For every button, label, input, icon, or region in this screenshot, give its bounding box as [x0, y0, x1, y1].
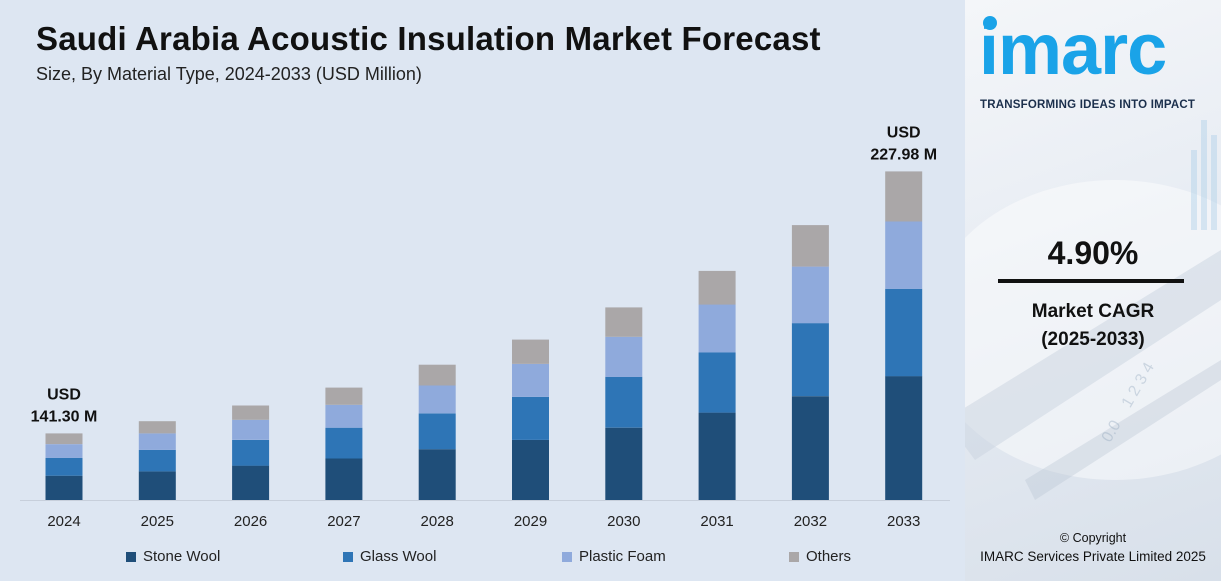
- bar-segment-others-2033: [885, 171, 923, 222]
- bar-segment-glass-wool-2024: [45, 457, 83, 476]
- bar-segment-others-2030: [605, 307, 643, 337]
- legend-swatch: [562, 551, 572, 562]
- x-tick-label: 2025: [141, 513, 174, 530]
- chart-title: Saudi Arabia Acoustic Insulation Market …: [36, 20, 821, 57]
- background-decoration: 0.0 1 2 3 4: [965, 120, 1221, 500]
- bar-segment-plastic-foam-2026: [232, 419, 270, 440]
- bar-segment-plastic-foam-2030: [605, 336, 643, 377]
- bar-segment-others-2028: [418, 364, 456, 386]
- cagr-divider: [998, 279, 1184, 283]
- legend-item-glass-wool: Glass Wool: [343, 548, 436, 565]
- cagr-label-line2: (2025-2033): [1041, 329, 1145, 350]
- total-annotation-currency: USD: [47, 386, 81, 403]
- x-tick-label: 2026: [234, 513, 267, 530]
- bar-segment-glass-wool-2027: [325, 427, 363, 459]
- bar-segment-others-2029: [512, 339, 549, 364]
- bar-segment-stone-wool-2025: [138, 471, 176, 500]
- copyright-text: © Copyright: [1059, 531, 1127, 545]
- bar-segment-stone-wool-2028: [418, 449, 456, 500]
- x-tick-label: 2024: [47, 513, 80, 530]
- legend-swatch: [343, 551, 353, 562]
- company-name: IMARC Services Private Limited 2025: [980, 549, 1206, 564]
- imarc-logo: imarc: [979, 10, 1167, 90]
- x-tick-label: 2030: [607, 513, 640, 530]
- legend-label: Plastic Foam: [579, 548, 666, 565]
- cagr-value: 4.90%: [1047, 235, 1139, 271]
- bar-segment-glass-wool-2032: [791, 323, 829, 397]
- bar-segment-stone-wool-2032: [791, 396, 829, 500]
- bar-segment-glass-wool-2030: [605, 376, 643, 428]
- bar-segment-plastic-foam-2033: [885, 221, 923, 289]
- bar-segment-glass-wool-2031: [698, 352, 736, 413]
- legend-label: Glass Wool: [360, 548, 437, 565]
- legend-label: Others: [806, 548, 852, 565]
- bar-segment-stone-wool-2031: [698, 412, 736, 500]
- bar-segment-plastic-foam-2028: [418, 385, 456, 414]
- x-tick-label: 2028: [421, 513, 454, 530]
- bar-segment-stone-wool-2030: [605, 427, 643, 500]
- bar-segment-plastic-foam-2031: [698, 304, 736, 353]
- bar-segment-others-2024: [45, 433, 83, 445]
- legend-item-plastic-foam: Plastic Foam: [562, 548, 666, 565]
- x-tick-label: 2031: [700, 513, 733, 530]
- bar-segment-others-2032: [791, 225, 829, 267]
- bar-segment-stone-wool-2027: [325, 458, 363, 500]
- brand-tagline: TRANSFORMING IDEAS INTO IMPACT: [980, 99, 1196, 111]
- chart-legend: Stone Wool Glass Wool Plastic Foam Others: [0, 548, 965, 568]
- legend-item-stone-wool: Stone Wool: [126, 548, 220, 565]
- logo-dot: [983, 16, 997, 30]
- legend-swatch: [789, 551, 799, 562]
- total-annotation-currency: USD: [887, 124, 921, 141]
- bar-segment-others-2031: [698, 270, 736, 305]
- bar-segment-others-2025: [138, 421, 176, 434]
- cagr-label-line1: Market CAGR: [1031, 301, 1155, 322]
- bar-segment-stone-wool-2033: [885, 376, 923, 500]
- bar-segment-stone-wool-2026: [232, 465, 270, 500]
- legend-item-others: Others: [789, 548, 851, 565]
- bar-segment-stone-wool-2029: [512, 439, 549, 500]
- bar-segment-others-2027: [325, 387, 363, 405]
- bar-segment-glass-wool-2033: [885, 288, 923, 377]
- chart-panel: Saudi Arabia Acoustic Insulation Market …: [0, 0, 965, 581]
- bar-segment-glass-wool-2028: [418, 413, 456, 450]
- bar-chart: 2024 USD 141.30 M 2025 2026 2027 2028 2029 2030 2…: [20, 124, 950, 530]
- legend-label: Stone Wool: [143, 548, 221, 565]
- total-annotation-value: 227.98 M: [870, 146, 937, 163]
- bar-segment-glass-wool-2025: [138, 449, 176, 472]
- legend-swatch: [126, 551, 136, 562]
- bar-segment-stone-wool-2024: [45, 475, 83, 500]
- x-tick-label: 2029: [514, 513, 547, 530]
- bar-segment-plastic-foam-2025: [138, 433, 176, 450]
- bar-segment-plastic-foam-2029: [512, 364, 549, 397]
- cagr-label: Market CAGR (2025-2033): [965, 298, 1221, 354]
- bar-segment-plastic-foam-2024: [45, 444, 83, 458]
- bar-segment-others-2026: [232, 405, 270, 420]
- bar-segment-glass-wool-2029: [512, 396, 549, 440]
- bar-segment-glass-wool-2026: [232, 439, 270, 466]
- side-panel: 0.0 1 2 3 4 imarc TRANSFORMING IDEAS INT…: [965, 0, 1221, 581]
- bar-segment-plastic-foam-2027: [325, 404, 363, 428]
- total-annotation-value: 141.30 M: [31, 408, 98, 425]
- chart-subtitle: Size, By Material Type, 2024-2033 (USD M…: [36, 64, 422, 84]
- x-tick-label: 2032: [794, 513, 827, 530]
- x-tick-label: 2027: [327, 513, 360, 530]
- x-tick-label: 2033: [887, 513, 920, 530]
- bar-segment-plastic-foam-2032: [791, 266, 829, 324]
